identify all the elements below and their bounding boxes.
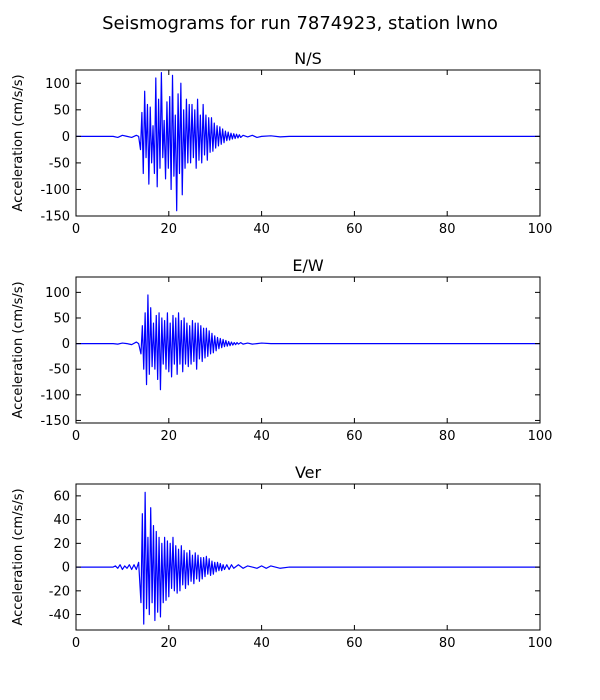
x-tick-label: 20: [161, 429, 178, 444]
x-tick-label: 80: [439, 222, 456, 237]
y-tick-label: 100: [45, 77, 70, 92]
x-tick-label: 40: [253, 636, 270, 651]
subplot-1: N/S 0 20 40 60 80 100 -150 -100 -50 0 50 100 Accelera…: [11, 49, 552, 237]
y-axis-label: Acceleration (cm/s/s): [11, 74, 26, 211]
x-tick-label: 20: [161, 222, 178, 237]
y-axis-label: Acceleration (cm/s/s): [11, 281, 26, 418]
axes-frame: [75, 69, 541, 217]
x-tick-label: 60: [346, 429, 363, 444]
subplot-3: Ver 0 20 40 60 80 100 -40 -20 0 20 40 60 Acceleration…: [11, 463, 552, 651]
x-tick-label: 20: [161, 636, 178, 651]
x-tick-label: 80: [439, 429, 456, 444]
x-tick-label: 80: [439, 636, 456, 651]
y-tick-label: 0: [62, 561, 70, 576]
y-tick-label: 0: [62, 130, 70, 145]
y-tick-label: -50: [49, 363, 70, 378]
x-tick-label: 0: [72, 429, 80, 444]
axes-frame: [75, 483, 541, 631]
y-tick-label: -150: [40, 414, 70, 429]
subplot-title: E/W: [292, 256, 324, 275]
subplot-title: N/S: [294, 49, 322, 68]
y-tick-label: -40: [49, 608, 70, 623]
y-tick-label: 50: [53, 311, 70, 326]
series-line-1: [76, 491, 540, 625]
figure-title: Seismograms for run 7874923, station lwn…: [102, 13, 498, 34]
y-tick-label: 50: [53, 103, 70, 118]
y-tick-label: -50: [49, 156, 70, 171]
y-tick-label: -100: [40, 183, 70, 198]
y-tick-label: 20: [53, 537, 70, 552]
x-tick-label: 0: [72, 222, 80, 237]
x-tick-label: 40: [253, 222, 270, 237]
x-tick-label: 60: [346, 222, 363, 237]
y-axis-label: Acceleration (cm/s/s): [11, 488, 26, 625]
x-tick-label: 60: [346, 636, 363, 651]
x-tick-label: 100: [528, 222, 553, 237]
series-line-1: [76, 294, 540, 391]
x-tick-label: 100: [528, 636, 553, 651]
y-tick-label: 100: [45, 286, 70, 301]
x-tick-label: 100: [528, 429, 553, 444]
y-tick-label: 0: [62, 337, 70, 352]
subplot-title: Ver: [295, 463, 322, 482]
y-tick-label: -150: [40, 210, 70, 225]
axes-frame: [75, 276, 541, 424]
y-tick-label: -20: [49, 584, 70, 599]
x-tick-label: 40: [253, 429, 270, 444]
series-line-1: [76, 72, 540, 212]
y-tick-label: 60: [53, 489, 70, 504]
y-tick-label: 40: [53, 513, 70, 528]
subplot-2: E/W 0 20 40 60 80 100 -150 -100 -50 0 50 100 Accelera…: [11, 256, 552, 444]
subplot-panels: N/S 0 20 40 60 80 100 -150 -100 -50 0 50 100 Accelera…: [11, 49, 552, 651]
x-tick-label: 0: [72, 636, 80, 651]
y-tick-label: -100: [40, 388, 70, 403]
